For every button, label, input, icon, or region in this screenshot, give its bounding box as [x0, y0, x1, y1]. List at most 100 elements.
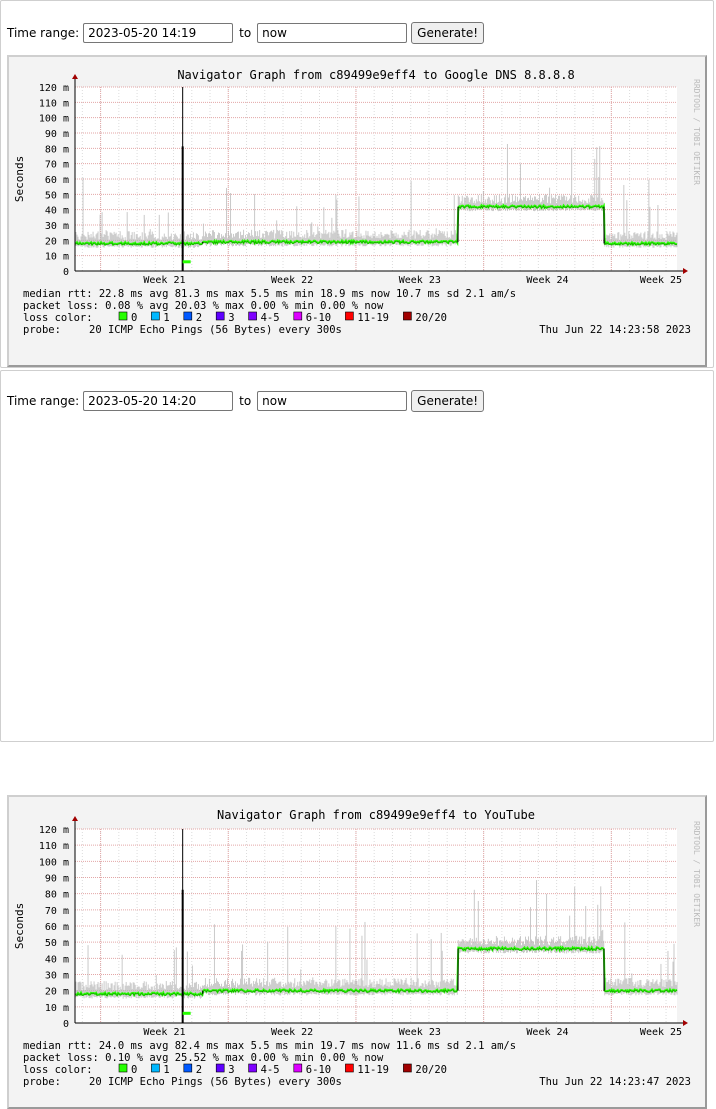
graph-panel-google-dns: Time range: to Generate! Navigator Graph…: [0, 0, 714, 368]
x-tick-label: Week 23: [399, 275, 441, 286]
loss-legend-label: 4-5: [261, 312, 280, 324]
stats-line: median rtt: 22.8 ms avg 81.3 ms max 5.5 …: [23, 288, 516, 300]
y-tick-label: 110 m: [39, 98, 69, 109]
probe-label: probe:: [23, 1076, 61, 1088]
loss-legend-label: 0: [131, 312, 137, 324]
median-line: [74, 202, 678, 247]
loss-legend-label: 11-19: [357, 312, 389, 324]
loss-legend-label: 20/20: [415, 312, 447, 324]
loss-swatch: [183, 1063, 193, 1073]
x-tick-label: Week 25: [640, 275, 682, 286]
generate-button[interactable]: Generate!: [411, 390, 485, 412]
y-tick-label: 50 m: [45, 190, 69, 201]
y-tick-label: 60 m: [45, 175, 69, 186]
y-tick-label: 80 m: [45, 144, 69, 155]
time-range-label: Time range:: [7, 26, 80, 40]
loss-swatch: [248, 1063, 257, 1073]
x-tick-label: Week 24: [526, 1027, 568, 1038]
loss-swatch: [118, 1063, 128, 1073]
probe-label: probe:: [23, 324, 61, 336]
x-tick-label: Week 23: [399, 1027, 441, 1038]
median-line-dark: [74, 205, 678, 246]
loss-swatch: [403, 1063, 412, 1073]
loss-swatch: [345, 1063, 354, 1073]
loss-legend-label: 6-10: [306, 1064, 331, 1076]
y-tick-label: 40 m: [45, 206, 69, 217]
y-tick-label: 90 m: [45, 129, 69, 140]
loss-legend-label: 20/20: [415, 1064, 447, 1076]
y-axis-arrow: [72, 816, 78, 821]
graph-panel-youtube: Time range: to Generate! Navigator Graph…: [0, 370, 714, 1109]
y-axis-label: Seconds: [13, 903, 26, 949]
loss-swatch: [118, 311, 128, 321]
graph-watermark: RRDTOOL / TOBI OETIKER: [692, 79, 701, 185]
y-tick-label: 60 m: [45, 922, 69, 933]
to-label: to: [239, 394, 252, 408]
x-axis-arrow: [683, 268, 688, 274]
x-tick-label: Week 21: [143, 275, 185, 286]
y-tick-label: 10 m: [45, 1003, 69, 1014]
loss-legend-label: 11-19: [357, 1064, 389, 1076]
time-range-from-input[interactable]: [83, 391, 234, 411]
loss-swatch: [293, 1063, 303, 1073]
loss-swatch: [215, 311, 225, 321]
probe-text: 20 ICMP Echo Pings (56 Bytes) every 300s: [89, 1076, 342, 1088]
y-tick-label: 30 m: [45, 971, 69, 982]
loss-swatch: [345, 311, 354, 321]
loss-swatch: [248, 311, 257, 321]
y-tick-label: 80 m: [45, 890, 69, 901]
y-tick-label: 30 m: [45, 221, 69, 232]
y-tick-label: 100 m: [39, 857, 69, 868]
generate-button[interactable]: Generate!: [411, 22, 485, 44]
loss-legend-label: 4-5: [261, 1064, 280, 1076]
x-tick-label: Week 25: [640, 1027, 682, 1038]
time-range-toolbar: Time range: to Generate!: [7, 389, 485, 413]
y-tick-label: 70 m: [45, 906, 69, 917]
y-tick-label: 0: [63, 1019, 69, 1030]
rrd-graph-canvas: Navigator Graph from c89499e9eff4 to Goo…: [13, 68, 701, 336]
y-tick-label: 90 m: [45, 874, 69, 885]
stats-line: packet loss: 0.10 % avg 25.52 % max 0.00…: [23, 1052, 384, 1064]
loss-color-label: loss color:: [23, 1064, 93, 1076]
loss-legend-label: 3: [228, 312, 234, 324]
stats-line: packet loss: 0.08 % avg 20.03 % max 0.00…: [23, 300, 384, 312]
x-tick-label: Week 21: [143, 1027, 185, 1038]
time-range-toolbar: Time range: to Generate!: [7, 21, 485, 45]
time-range-to-input[interactable]: [257, 391, 408, 411]
y-tick-label: 20 m: [45, 236, 69, 247]
y-tick-label: 100 m: [39, 114, 69, 125]
time-range-label: Time range:: [7, 394, 80, 408]
graph-title: Navigator Graph from c89499e9eff4 to You…: [217, 808, 535, 822]
x-axis-arrow: [683, 1020, 688, 1026]
loss-color-label: loss color:: [23, 312, 93, 324]
y-tick-label: 0: [63, 267, 69, 278]
y-tick-label: 40 m: [45, 954, 69, 965]
graph-timestamp: Thu Jun 22 14:23:47 2023: [539, 1076, 691, 1088]
time-range-to-input[interactable]: [257, 23, 408, 43]
loss-legend-label: 1: [163, 1064, 169, 1076]
loss-swatch: [183, 311, 193, 321]
loss-swatch: [151, 311, 160, 321]
y-axis-label: Seconds: [13, 156, 26, 202]
y-tick-label: 70 m: [45, 160, 69, 171]
loss-legend-label: 2: [196, 312, 202, 324]
loss-legend-label: 1: [163, 312, 169, 324]
y-tick-label: 50 m: [45, 938, 69, 949]
graph-watermark: RRDTOOL / TOBI OETIKER: [692, 821, 701, 927]
probe-text: 20 ICMP Echo Pings (56 Bytes) every 300s: [89, 324, 342, 336]
y-axis-arrow: [72, 74, 78, 79]
rrd-graph: Navigator Graph from c89499e9eff4 to You…: [7, 795, 707, 1109]
time-range-from-input[interactable]: [83, 23, 234, 43]
loss-legend-label: 6-10: [306, 312, 331, 324]
rrd-graph-canvas: Navigator Graph from c89499e9eff4 to You…: [13, 808, 701, 1088]
rrd-graph: Navigator Graph from c89499e9eff4 to Goo…: [7, 55, 707, 367]
loss-legend-label: 3: [228, 1064, 234, 1076]
graph-title: Navigator Graph from c89499e9eff4 to Goo…: [177, 68, 574, 82]
stats-line: median rtt: 24.0 ms avg 82.4 ms max 5.5 …: [23, 1040, 516, 1052]
y-tick-label: 20 m: [45, 987, 69, 998]
y-tick-label: 120 m: [39, 83, 69, 94]
loss-legend-label: 2: [196, 1064, 202, 1076]
loss-legend-label: 0: [131, 1064, 137, 1076]
y-tick-label: 110 m: [39, 841, 69, 852]
graph-timestamp: Thu Jun 22 14:23:58 2023: [539, 324, 691, 336]
